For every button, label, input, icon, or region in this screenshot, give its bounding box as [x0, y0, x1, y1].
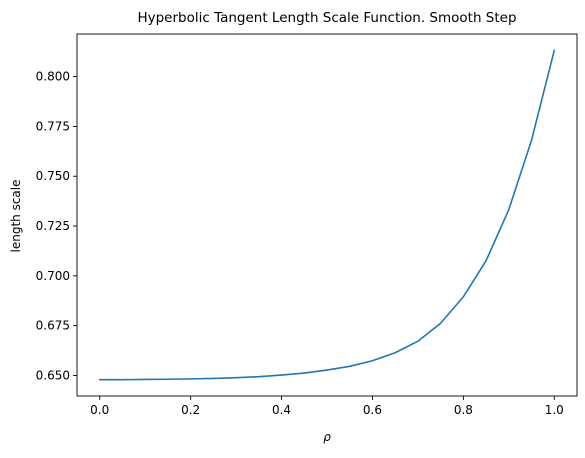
x-tick-label: 0.6 [363, 403, 382, 417]
y-tick-label: 0.725 [36, 219, 70, 233]
x-tick-label: 0.4 [272, 403, 291, 417]
y-tick-label: 0.700 [36, 269, 70, 283]
y-tick-label: 0.800 [36, 70, 70, 84]
x-axis-label: ρ [323, 430, 331, 444]
x-tick-label: 0.8 [454, 403, 473, 417]
chart-title: Hyperbolic Tangent Length Scale Function… [137, 10, 516, 26]
series-line-0 [98, 49, 556, 381]
y-tick-label: 0.675 [36, 319, 70, 333]
x-tick-label: 0.2 [181, 403, 200, 417]
y-tick-label: 0.650 [36, 368, 70, 382]
y-tick-label: 0.775 [36, 119, 70, 133]
y-tick-label: 0.750 [36, 169, 70, 183]
y-axis-label: length scale [9, 180, 23, 253]
axes-frame [76, 33, 578, 397]
x-tick-label: 1.0 [545, 403, 564, 417]
plot-area: 0.0 0.2 0.4 0.6 0.8 1.0 0.650 0.675 0.700 0.725 0.… [36, 33, 578, 417]
x-tick-label: 0.0 [90, 403, 109, 417]
